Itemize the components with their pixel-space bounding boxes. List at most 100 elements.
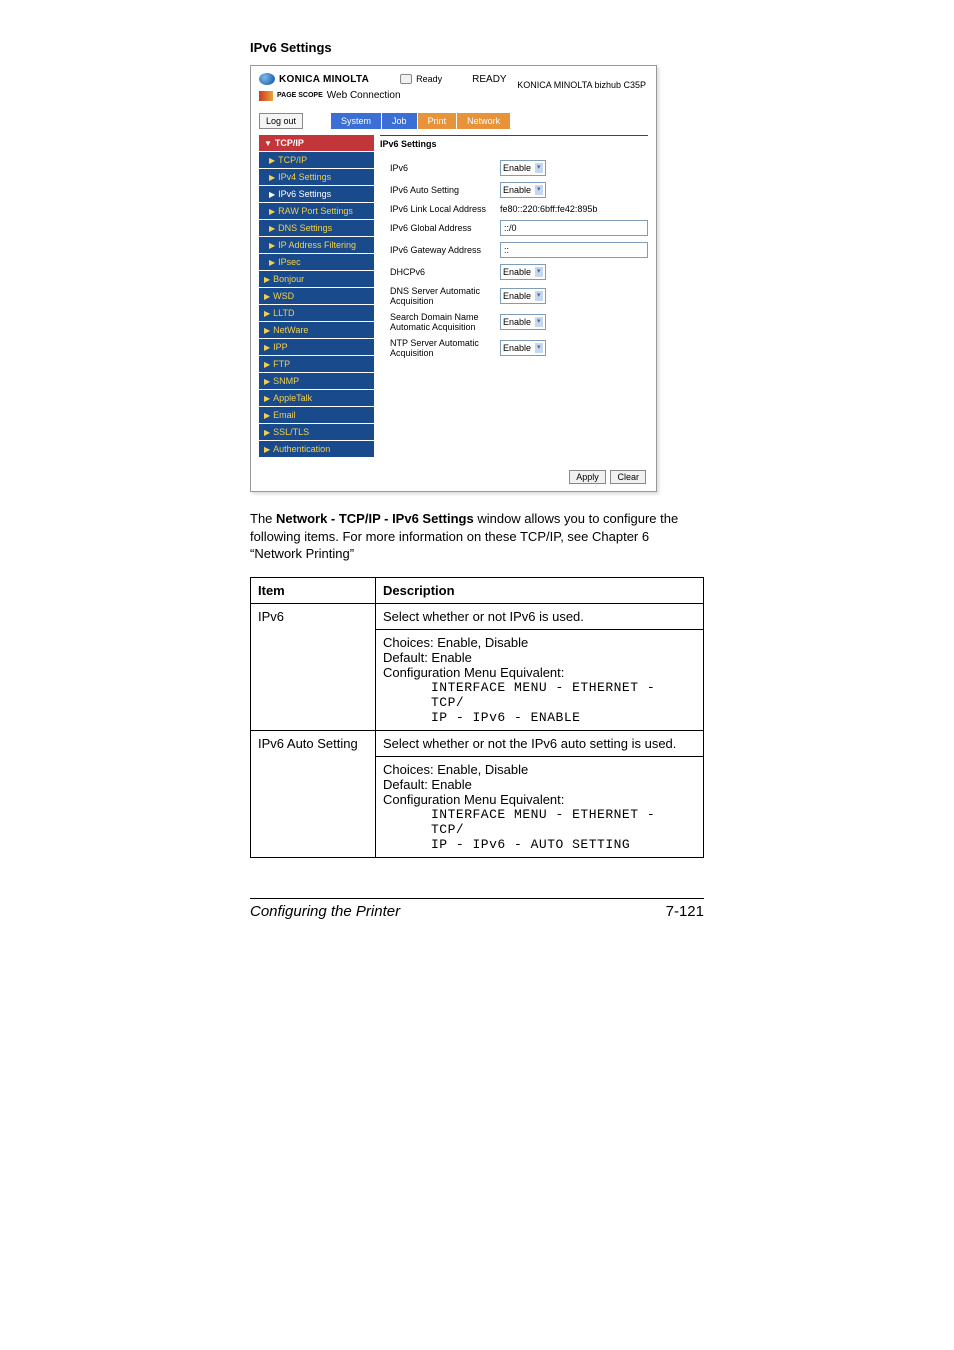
select-dnsauto-value: Enable <box>503 291 531 301</box>
sidebar-link-raw[interactable]: RAW Port Settings <box>278 206 353 216</box>
sidebar-item-raw[interactable]: ▶RAW Port Settings <box>259 203 374 220</box>
row-ipv6: IPv6 Enable▾ <box>380 157 648 179</box>
screenshot-header: KONICA MINOLTA Ready READY KONICA MINOLT… <box>251 66 656 90</box>
page-footer: Configuring the Printer 7-121 <box>250 898 704 920</box>
label-gateway: IPv6 Gateway Address <box>380 245 500 255</box>
logo-icon <box>259 73 275 85</box>
row-auto: IPv6 Auto Setting Enable▾ <box>380 179 648 201</box>
row1-desc1: Select whether or not IPv6 is used. <box>376 603 704 629</box>
label-ipv6: IPv6 <box>380 163 500 173</box>
tab-print[interactable]: Print <box>418 113 458 129</box>
label-auto: IPv6 Auto Setting <box>380 185 500 195</box>
label-dnsauto: DNS Server Automatic Acquisition <box>380 286 500 306</box>
sidebar-link-snmp[interactable]: SNMP <box>273 376 299 386</box>
sidebar-link-bonjour[interactable]: Bonjour <box>273 274 304 284</box>
sidebar-head-tcpip[interactable]: ▼TCP/IP <box>259 135 374 152</box>
apply-button[interactable]: Apply <box>569 470 606 484</box>
sidebar-item-auth[interactable]: ▶Authentication <box>259 441 374 458</box>
sidebar-link-ipv4[interactable]: IPv4 Settings <box>278 172 331 182</box>
body-text-a: The <box>250 511 276 526</box>
select-dhcpv6[interactable]: Enable ▾ <box>500 264 546 280</box>
tab-job[interactable]: Job <box>382 113 418 129</box>
sidebar: ▼TCP/IP ▶TCP/IP ▶IPv4 Settings ▶IPv6 Set… <box>259 135 374 458</box>
select-dnsauto[interactable]: Enable▾ <box>500 288 546 304</box>
button-row: Apply Clear <box>251 466 656 491</box>
sidebar-link-dns[interactable]: DNS Settings <box>278 223 332 233</box>
sidebar-item-lltd[interactable]: ▶LLTD <box>259 305 374 322</box>
model-text: KONICA MINOLTA bizhub C35P <box>517 80 646 90</box>
ready-status-small: Ready <box>399 72 442 86</box>
select-searchdom[interactable]: Enable▾ <box>500 314 546 330</box>
sidebar-link-ipsec[interactable]: IPsec <box>278 257 301 267</box>
sidebar-link-ipv6[interactable]: IPv6 Settings <box>278 189 331 199</box>
tab-system[interactable]: System <box>331 113 382 129</box>
sidebar-link-lltd[interactable]: LLTD <box>273 308 294 318</box>
select-ntpauto-value: Enable <box>503 343 531 353</box>
sidebar-link-ipfilter[interactable]: IP Address Filtering <box>278 240 356 250</box>
tab-row: Log out System Job Print Network <box>251 109 656 129</box>
sidebar-link-ipp[interactable]: IPP <box>273 342 288 352</box>
webconn-text: Web Connection <box>327 90 401 101</box>
sidebar-item-wsd[interactable]: ▶WSD <box>259 288 374 305</box>
sidebar-item-ipv6[interactable]: ▶IPv6 Settings <box>259 186 374 203</box>
row2-choices: Choices: Enable, Disable <box>383 762 528 777</box>
chevron-down-icon: ▾ <box>535 267 543 277</box>
sidebar-item-bonjour[interactable]: ▶Bonjour <box>259 271 374 288</box>
sidebar-item-ssltls[interactable]: ▶SSL/TLS <box>259 424 374 441</box>
row-searchdom: Search Domain Name Automatic Acquisition… <box>380 309 648 335</box>
sidebar-link-ftp[interactable]: FTP <box>273 359 290 369</box>
row2-desc2: Choices: Enable, Disable Default: Enable… <box>376 756 704 857</box>
row2-mono2: IP - IPv6 - AUTO SETTING <box>383 837 696 852</box>
clear-button[interactable]: Clear <box>610 470 646 484</box>
select-dhcpv6-value: Enable <box>503 267 531 277</box>
sidebar-link-netware[interactable]: NetWare <box>273 325 308 335</box>
sidebar-item-dns[interactable]: ▶DNS Settings <box>259 220 374 237</box>
web-connection-screenshot: KONICA MINOLTA Ready READY KONICA MINOLT… <box>250 65 657 492</box>
chevron-down-icon: ▾ <box>535 163 543 173</box>
row1-cfg: Configuration Menu Equivalent: <box>383 665 564 680</box>
row2-item: IPv6 Auto Setting <box>251 730 376 857</box>
sidebar-link-appletalk[interactable]: AppleTalk <box>273 393 312 403</box>
logout-button[interactable]: Log out <box>259 113 303 129</box>
row1-desc2: Choices: Enable, Disable Default: Enable… <box>376 629 704 730</box>
sidebar-link-tcpip[interactable]: TCP/IP <box>278 155 307 165</box>
section-heading: IPv6 Settings <box>250 40 704 55</box>
label-global: IPv6 Global Address <box>380 223 500 233</box>
sidebar-item-ftp[interactable]: ▶FTP <box>259 356 374 373</box>
ready-label-small: Ready <box>416 74 442 84</box>
footer-left: Configuring the Printer <box>250 903 400 920</box>
row2-default: Default: Enable <box>383 777 472 792</box>
sidebar-item-email[interactable]: ▶Email <box>259 407 374 424</box>
brand-logo: KONICA MINOLTA <box>259 73 369 85</box>
sidebar-link-email[interactable]: Email <box>273 410 296 420</box>
sidebar-head-label: TCP/IP <box>275 138 304 148</box>
tab-network[interactable]: Network <box>457 113 511 129</box>
sidebar-item-ipfilter[interactable]: ▶IP Address Filtering <box>259 237 374 254</box>
input-global[interactable]: ::/0 <box>500 220 648 236</box>
content-pane: IPv6 Settings IPv6 Enable▾ IPv6 Auto Set… <box>374 135 648 458</box>
row-gateway: IPv6 Gateway Address :: <box>380 239 648 261</box>
ready-label-big: READY <box>472 74 506 85</box>
row1-mono2: IP - IPv6 - ENABLE <box>383 710 696 725</box>
row1-item: IPv6 <box>251 603 376 730</box>
select-auto[interactable]: Enable▾ <box>500 182 546 198</box>
sidebar-item-appletalk[interactable]: ▶AppleTalk <box>259 390 374 407</box>
sidebar-item-ipv4[interactable]: ▶IPv4 Settings <box>259 169 374 186</box>
input-gateway[interactable]: :: <box>500 242 648 258</box>
printer-icon <box>399 72 413 86</box>
select-ntpauto[interactable]: Enable▾ <box>500 340 546 356</box>
value-linklocal: fe80::220:6bff:fe42:895b <box>500 204 597 214</box>
sidebar-link-auth[interactable]: Authentication <box>273 444 330 454</box>
web-connection-row: PAGE SCOPE Web Connection <box>251 90 656 109</box>
sidebar-link-wsd[interactable]: WSD <box>273 291 294 301</box>
sidebar-item-snmp[interactable]: ▶SNMP <box>259 373 374 390</box>
sidebar-item-tcpip[interactable]: ▶TCP/IP <box>259 152 374 169</box>
body-paragraph: The Network - TCP/IP - IPv6 Settings win… <box>250 510 704 563</box>
row-dnsauto: DNS Server Automatic Acquisition Enable▾ <box>380 283 648 309</box>
sidebar-item-ipsec[interactable]: ▶IPsec <box>259 254 374 271</box>
sidebar-item-ipp[interactable]: ▶IPP <box>259 339 374 356</box>
select-searchdom-value: Enable <box>503 317 531 327</box>
sidebar-item-netware[interactable]: ▶NetWare <box>259 322 374 339</box>
sidebar-link-ssltls[interactable]: SSL/TLS <box>273 427 309 437</box>
select-ipv6[interactable]: Enable▾ <box>500 160 546 176</box>
